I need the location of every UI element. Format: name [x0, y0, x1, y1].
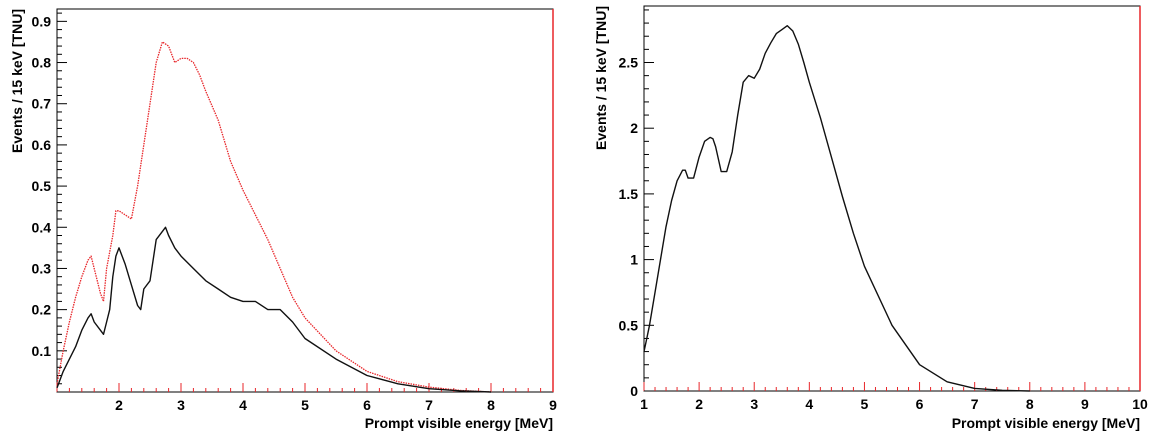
left-y-axis-label: Events / 15 keV [TNU]	[9, 9, 25, 153]
y-tick-label: 0.4	[32, 219, 52, 235]
x-tick-label: 7	[971, 396, 979, 412]
y-tick-label: 0.5	[619, 317, 639, 333]
right-y-axis-label: Events / 15 keV [TNU]	[593, 6, 609, 150]
left-series-line-0	[56, 41, 492, 393]
right-plot-frame	[643, 5, 1141, 392]
x-tick-label: 5	[301, 397, 309, 413]
x-tick-label: 8	[1026, 396, 1034, 412]
y-tick-label: 0.2	[32, 302, 52, 318]
x-tick-label: 2	[695, 396, 703, 412]
right-panel: 1 2 3 4 5 6 7 8 9 10 0 0.5 1 1.5 2 2.5 Prompt visible e…	[593, 5, 1148, 431]
x-tick-label: 3	[177, 397, 185, 413]
y-tick-label: 0.8	[32, 55, 52, 71]
right-x-axis-label: Prompt visible energy [MeV]	[952, 415, 1140, 431]
left-axis-ticks	[56, 12, 554, 393]
x-tick-label: 7	[425, 397, 433, 413]
x-tick-label: 10	[1132, 396, 1148, 412]
left-tick-labels: 2 3 4 5 6 7 8 9 0.1 0.2 0.3 0.4 0.5 0.6 0.7 0.8 0.9	[32, 13, 558, 413]
left-series-group	[56, 41, 492, 393]
y-tick-label: 1.5	[619, 186, 639, 202]
right-tick-labels: 1 2 3 4 5 6 7 8 9 10 0 0.5 1 1.5 2 2.5	[619, 55, 1148, 412]
y-tick-label: 0.3	[32, 260, 52, 276]
x-tick-label: 5	[861, 396, 869, 412]
left-series-line-1	[56, 226, 492, 393]
x-tick-label: 9	[1081, 396, 1089, 412]
x-tick-label: 6	[363, 397, 371, 413]
y-tick-label: 0.6	[32, 137, 52, 153]
y-tick-label: 0.7	[32, 96, 52, 112]
x-tick-label: 2	[115, 397, 123, 413]
y-tick-label: 0.9	[32, 13, 52, 29]
left-x-axis-label: Prompt visible energy [MeV]	[365, 415, 553, 431]
x-tick-label: 6	[916, 396, 924, 412]
x-tick-label: 3	[750, 396, 758, 412]
x-tick-label: 8	[487, 397, 495, 413]
y-tick-label: 2	[630, 120, 638, 136]
right-series-line-0	[643, 25, 1030, 392]
x-tick-label: 9	[549, 397, 557, 413]
x-tick-label: 1	[640, 396, 648, 412]
left-plot-frame	[56, 8, 554, 393]
left-panel: 2 3 4 5 6 7 8 9 0.1 0.2 0.3 0.4 0.5 0.6 0.7 0.8 0.9 Prom…	[9, 8, 558, 431]
right-series-group	[643, 25, 1030, 392]
y-tick-label: 2.5	[619, 55, 639, 71]
y-tick-label: 0	[630, 383, 638, 399]
y-tick-label: 0.1	[32, 343, 52, 359]
y-tick-label: 1	[630, 252, 638, 268]
x-tick-label: 4	[239, 397, 247, 413]
y-tick-label: 0.5	[32, 178, 52, 194]
x-tick-label: 4	[805, 396, 813, 412]
